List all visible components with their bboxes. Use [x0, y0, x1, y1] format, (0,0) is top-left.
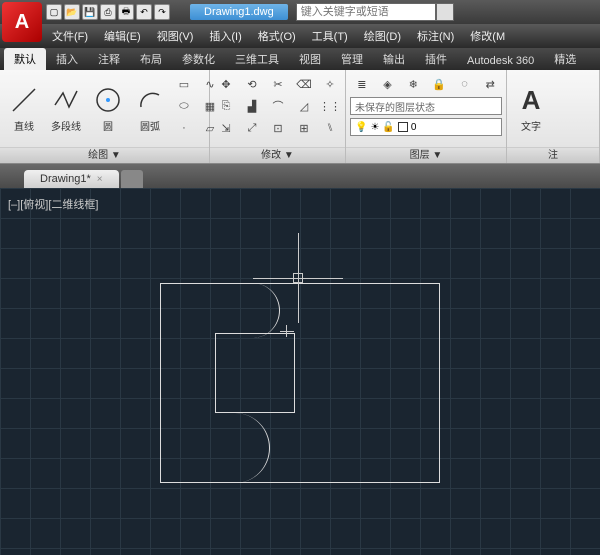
- ribbon-tab-strip: 默认 插入 注释 布局 参数化 三维工具 视图 管理 输出 插件 Autodes…: [0, 48, 600, 70]
- title-bar: ▢ 📂 💾 ⎙ 🖶 ↶ ↷ Drawing1.dwg: [0, 0, 600, 24]
- panel-layer-title[interactable]: 图层 ▼: [346, 147, 506, 163]
- save-button[interactable]: 💾: [82, 4, 98, 20]
- tab-default[interactable]: 默认: [4, 48, 46, 70]
- layer-iso-icon[interactable]: ◈: [376, 74, 400, 94]
- geometry-rect-inner: [215, 333, 295, 413]
- print-button[interactable]: 🖶: [118, 4, 134, 20]
- polyline-button[interactable]: 多段线: [46, 74, 86, 143]
- document-tab-label: Drawing1*: [40, 173, 91, 185]
- panel-modify: ✥ ⟲ ✂ ⌫ ✧ ⎘ ▟ ⌒ ◿ ⋮⋮ ⇲ ⤢ ⊡ ⊞ ⑊ 修改 ▼: [210, 70, 346, 163]
- layer-state-dropdown[interactable]: 未保存的图层状态: [350, 97, 502, 115]
- line-button[interactable]: 直线: [4, 74, 44, 143]
- redo-button[interactable]: ↷: [154, 4, 170, 20]
- drawing-canvas[interactable]: [–][俯视][二维线框]: [0, 188, 600, 555]
- layer-match-icon[interactable]: ⇄: [478, 74, 502, 94]
- erase-icon[interactable]: ⌫: [292, 74, 316, 94]
- geometry-tick-v: [286, 325, 287, 337]
- panel-annotation: A 文字 注: [507, 70, 600, 163]
- saveas-button[interactable]: ⎙: [100, 4, 116, 20]
- document-tab[interactable]: Drawing1* ×: [24, 170, 119, 188]
- new-button[interactable]: ▢: [46, 4, 62, 20]
- layer-off-icon[interactable]: ◌: [453, 74, 477, 94]
- undo-button[interactable]: ↶: [136, 4, 152, 20]
- scale-icon[interactable]: ⤢: [240, 118, 264, 138]
- layer-name: 0: [411, 122, 417, 133]
- panel-modify-title[interactable]: 修改 ▼: [210, 147, 345, 163]
- lightbulb-icon: 💡: [355, 122, 367, 133]
- geometry-tick-h: [280, 331, 294, 332]
- mirror-icon[interactable]: ▟: [240, 96, 264, 116]
- menu-bar: 文件(F) 编辑(E) 视图(V) 插入(I) 格式(O) 工具(T) 绘图(D…: [0, 24, 600, 48]
- panel-draw-title[interactable]: 绘图 ▼: [0, 147, 209, 163]
- tab-a360[interactable]: Autodesk 360: [457, 52, 544, 70]
- text-icon: A: [515, 84, 547, 116]
- break-icon[interactable]: ⑊: [318, 118, 342, 138]
- layer-color-swatch: [398, 122, 408, 132]
- arc-icon: [134, 84, 166, 116]
- panel-annot-title[interactable]: 注: [507, 147, 599, 163]
- ellipse-icon[interactable]: ⬭: [172, 96, 196, 116]
- menu-insert[interactable]: 插入(I): [201, 24, 249, 48]
- tab-view[interactable]: 视图: [289, 48, 331, 70]
- layer-freeze-icon[interactable]: ❄: [401, 74, 425, 94]
- menu-items: 文件(F) 编辑(E) 视图(V) 插入(I) 格式(O) 工具(T) 绘图(D…: [44, 24, 513, 48]
- geometry-rect-outer: [160, 283, 440, 483]
- stretch-icon[interactable]: ⇲: [214, 118, 238, 138]
- tab-manage[interactable]: 管理: [331, 48, 373, 70]
- search-input[interactable]: [296, 3, 436, 21]
- offset-icon[interactable]: ⊡: [266, 118, 290, 138]
- menu-modify[interactable]: 修改(M: [462, 24, 513, 48]
- close-icon[interactable]: ×: [97, 174, 103, 185]
- text-button[interactable]: A 文字: [511, 74, 551, 143]
- app-logo[interactable]: A: [2, 2, 42, 42]
- polyline-icon: [50, 84, 82, 116]
- new-tab-button[interactable]: [121, 170, 143, 188]
- panel-draw: 直线 多段线 圆 圆弧 ▭ ∿ ⬭ ▦ · ▱ 绘图 ▼: [0, 70, 210, 163]
- array-icon[interactable]: ⋮⋮: [318, 96, 342, 116]
- rect-icon[interactable]: ▭: [172, 74, 196, 94]
- search-icon[interactable]: [436, 3, 454, 21]
- circle-button[interactable]: 圆: [88, 74, 128, 143]
- arc-button[interactable]: 圆弧: [130, 74, 170, 143]
- copy-icon[interactable]: ⎘: [214, 96, 238, 116]
- circle-icon: [92, 84, 124, 116]
- open-button[interactable]: 📂: [64, 4, 80, 20]
- lock-icon: 🔓: [382, 122, 394, 133]
- sun-icon: ☀: [370, 122, 379, 133]
- tab-parametric[interactable]: 参数化: [172, 48, 225, 70]
- chamfer-icon[interactable]: ◿: [292, 96, 316, 116]
- menu-format[interactable]: 格式(O): [250, 24, 304, 48]
- tab-insert[interactable]: 插入: [46, 48, 88, 70]
- layer-current-dropdown[interactable]: 💡 ☀ 🔓 0: [350, 118, 502, 136]
- menu-file[interactable]: 文件(F): [44, 24, 96, 48]
- menu-view[interactable]: 视图(V): [149, 24, 202, 48]
- layer-prop-icon[interactable]: ≣: [350, 74, 374, 94]
- ribbon: 直线 多段线 圆 圆弧 ▭ ∿ ⬭ ▦ · ▱ 绘图 ▼: [0, 70, 600, 164]
- move-icon[interactable]: ✥: [214, 74, 238, 94]
- layer-lock-icon[interactable]: 🔒: [427, 74, 451, 94]
- tab-output[interactable]: 输出: [373, 48, 415, 70]
- tab-3dtools[interactable]: 三维工具: [225, 48, 289, 70]
- menu-dimension[interactable]: 标注(N): [409, 24, 462, 48]
- crosshair-pickbox: [293, 273, 303, 283]
- menu-draw[interactable]: 绘图(D): [356, 24, 409, 48]
- menu-tools[interactable]: 工具(T): [304, 24, 356, 48]
- line-icon: [8, 84, 40, 116]
- viewport-label[interactable]: [–][俯视][二维线框]: [8, 196, 98, 212]
- tab-annotate[interactable]: 注释: [88, 48, 130, 70]
- menu-edit[interactable]: 编辑(E): [96, 24, 149, 48]
- fillet-icon[interactable]: ⌒: [266, 96, 290, 116]
- align-icon[interactable]: ⊞: [292, 118, 316, 138]
- tab-featured[interactable]: 精选: [544, 48, 586, 70]
- panel-layer: ≣ ◈ ❄ 🔒 ◌ ⇄ 未保存的图层状态 💡 ☀ 🔓 0 图层 ▼: [346, 70, 507, 163]
- tab-plugins[interactable]: 插件: [415, 48, 457, 70]
- tab-layout[interactable]: 布局: [130, 48, 172, 70]
- document-tab-strip: Drawing1* ×: [0, 164, 600, 188]
- document-title: Drawing1.dwg: [190, 4, 288, 20]
- trim-icon[interactable]: ✂: [266, 74, 290, 94]
- explode-icon[interactable]: ✧: [318, 74, 342, 94]
- point-icon[interactable]: ·: [172, 118, 196, 138]
- rotate-icon[interactable]: ⟲: [240, 74, 264, 94]
